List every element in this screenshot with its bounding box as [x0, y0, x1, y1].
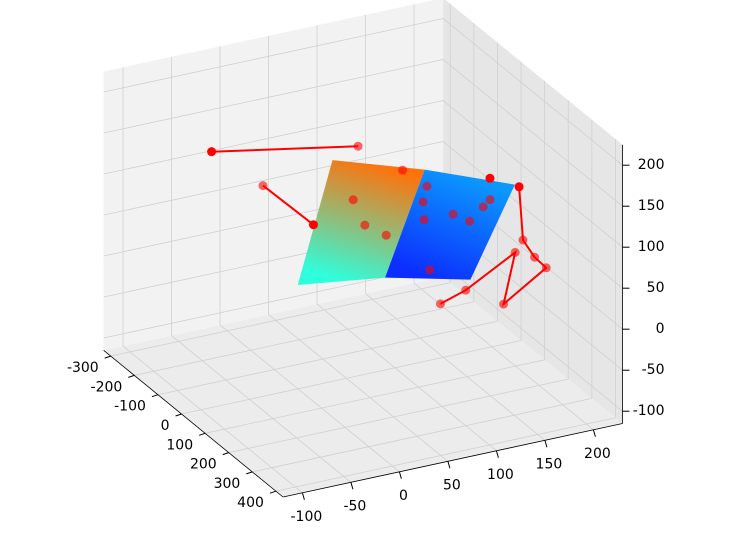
grid-line [171, 335, 352, 483]
y-tick-label: -100 [291, 509, 323, 525]
grid-line [103, 18, 444, 93]
y-tick-label: 0 [399, 488, 408, 504]
grid-line [442, 141, 623, 289]
point [308, 220, 318, 230]
point [422, 181, 432, 191]
point [514, 182, 524, 192]
grid-line [157, 320, 498, 396]
x-tick-label: 200 [190, 457, 217, 473]
y-tick-label: 150 [536, 456, 563, 472]
grid-line [122, 345, 303, 494]
point [207, 147, 217, 157]
y-tick-label: -50 [343, 498, 366, 514]
grid-line [103, 100, 444, 175]
grid-line [181, 340, 522, 415]
y-tick [544, 440, 548, 448]
grid-line [110, 282, 451, 357]
point [419, 215, 429, 225]
grid-line [134, 301, 474, 376]
x-tick-label: -100 [114, 399, 146, 415]
z-tick-label: -100 [633, 403, 665, 419]
grid-line [442, 100, 623, 248]
y-tick [592, 429, 596, 437]
x-tick [222, 452, 229, 456]
z-tick-label: 100 [638, 239, 665, 255]
x-tick [198, 432, 206, 436]
point [485, 173, 495, 183]
grid-line [252, 398, 592, 473]
grid-line [103, 141, 444, 216]
z-tick-label: 150 [638, 198, 665, 214]
point [436, 299, 446, 309]
y-tick [447, 461, 451, 469]
grid-line [205, 359, 545, 434]
point [258, 181, 268, 191]
point [448, 209, 458, 219]
point [485, 195, 495, 205]
grid-line [275, 417, 616, 492]
point [510, 247, 520, 257]
right-pane [443, 0, 623, 424]
z-tick-label: -50 [642, 362, 665, 378]
grid-line [219, 324, 400, 473]
x-tick-label: 0 [161, 418, 170, 434]
x-tick [246, 471, 253, 475]
x-axis-line [103, 350, 284, 498]
x-tick-label: 100 [166, 437, 193, 453]
y-tick-label: 50 [443, 477, 461, 493]
y-tick [350, 482, 354, 490]
x-tick [151, 394, 159, 398]
point [418, 197, 428, 207]
grid-line [268, 314, 449, 462]
grid-line [442, 18, 623, 166]
point [478, 202, 488, 212]
y-axis-line [282, 423, 623, 498]
point [425, 265, 435, 275]
x-tick [175, 413, 182, 417]
x-tick-label: -200 [91, 379, 123, 395]
surface-cell [385, 169, 515, 280]
x-tick-label: 300 [214, 476, 241, 492]
grid-line [365, 293, 546, 441]
point [348, 195, 358, 205]
grid-line [442, 59, 623, 207]
point [461, 285, 471, 295]
point [381, 230, 391, 240]
point [398, 165, 408, 175]
x-tick [128, 374, 135, 378]
point [530, 252, 540, 262]
z-tick-label: 200 [638, 157, 665, 173]
x-tick [269, 490, 277, 494]
point [499, 299, 509, 309]
y-tick-label: 100 [487, 467, 514, 483]
y-tick [495, 450, 499, 458]
grid-line [103, 59, 444, 134]
x-tick [104, 355, 111, 359]
floor-pane [103, 276, 623, 497]
x-tick-label: 400 [237, 495, 264, 511]
point [541, 263, 551, 273]
point [360, 220, 370, 230]
y-tick-label: 200 [584, 446, 611, 462]
grid-line [413, 282, 594, 431]
grid-line [316, 303, 497, 452]
grid-line [442, 264, 623, 412]
y-tick [301, 492, 305, 500]
grid-line [228, 378, 569, 454]
y-tick [398, 471, 402, 479]
point [465, 216, 475, 226]
z-tick-label: 50 [647, 280, 665, 296]
point [518, 235, 528, 245]
point [353, 141, 363, 151]
z-tick-label: 0 [656, 321, 665, 337]
x-tick-label: -300 [67, 360, 99, 376]
